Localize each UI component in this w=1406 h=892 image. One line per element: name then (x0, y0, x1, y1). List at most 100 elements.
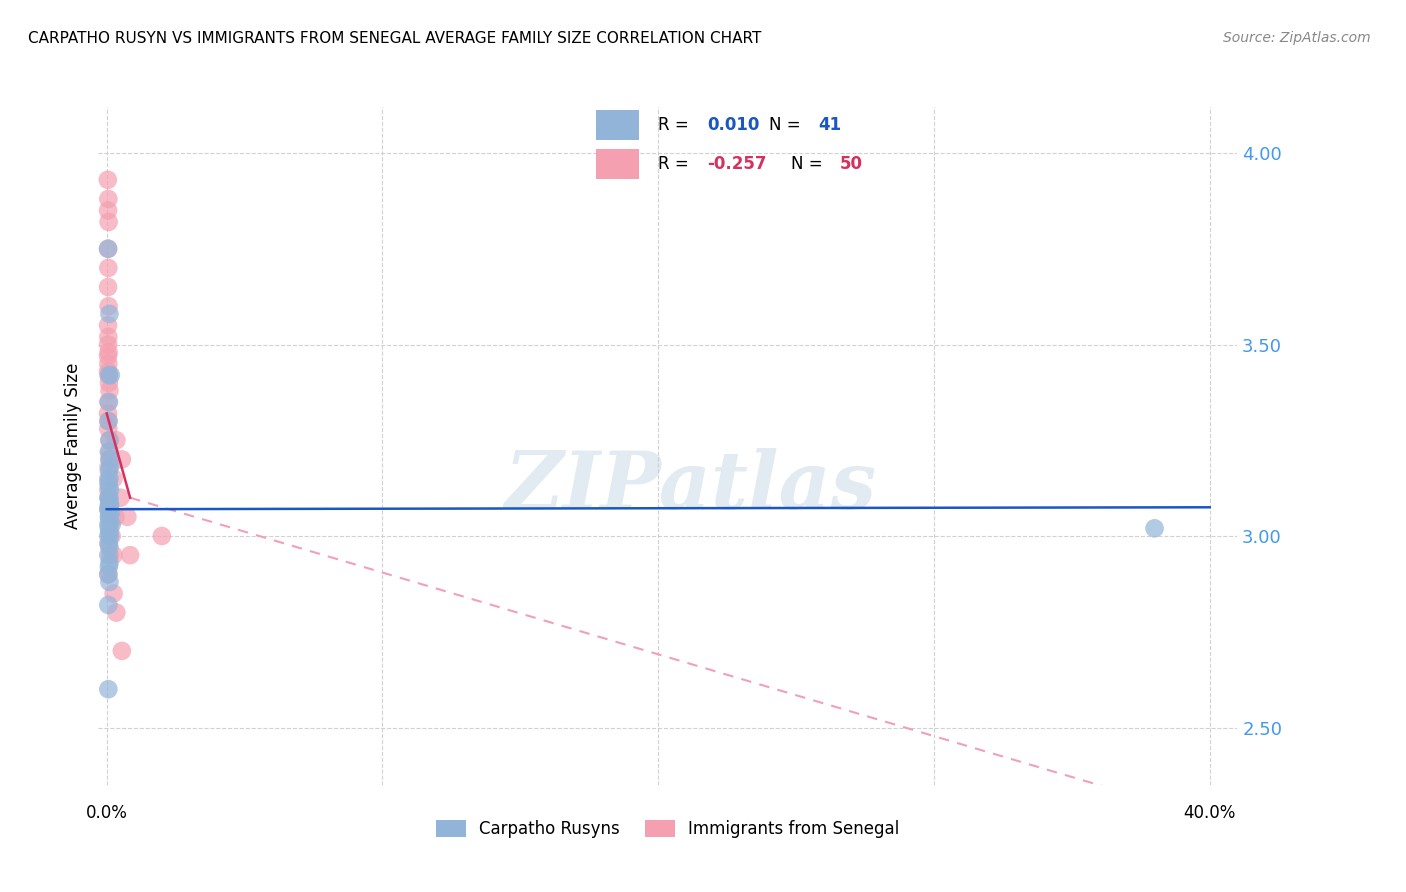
Point (97, 444, 120, 458)
Point (98, 499, 121, 513)
Text: N =: N = (769, 116, 800, 134)
Point (97, 491, 120, 505)
Point (97, 502, 120, 516)
Point (98, 452, 121, 467)
Point (97, 502, 120, 516)
Point (97, 422, 120, 436)
Point (97, 559, 120, 574)
Point (98, 548, 121, 562)
Point (97, 364, 120, 378)
Point (104, 509, 127, 524)
Point (97, 509, 120, 524)
Point (98, 434, 121, 448)
Point (97, 682, 120, 697)
Point (97, 215, 120, 229)
Point (97, 536, 120, 550)
Point (100, 506, 122, 520)
Point (98, 517, 121, 532)
Point (98, 307, 121, 321)
Point (120, 548, 142, 562)
FancyBboxPatch shape (596, 111, 640, 140)
Text: Source: ZipAtlas.com: Source: ZipAtlas.com (1223, 31, 1371, 45)
Text: -0.257: -0.257 (707, 155, 766, 173)
Point (1143, 521, 1166, 535)
Point (98, 471, 121, 485)
Point (97, 479, 120, 493)
Legend: Carpatho Rusyns, Immigrants from Senegal: Carpatho Rusyns, Immigrants from Senegal (429, 813, 907, 845)
Point (100, 452, 122, 467)
Point (97, 460, 120, 475)
Point (103, 548, 125, 562)
Point (97, 318, 120, 333)
Point (97, 414, 120, 428)
Point (98, 434, 121, 448)
Point (97, 260, 120, 275)
FancyBboxPatch shape (596, 149, 640, 178)
Point (103, 471, 125, 485)
Point (97, 499, 120, 513)
Point (100, 368, 122, 383)
Point (97, 192, 120, 206)
Point (97, 414, 120, 428)
Text: R =: R = (658, 116, 689, 134)
Point (97, 368, 120, 383)
Point (97, 407, 120, 421)
Point (97, 368, 120, 383)
Text: R =: R = (658, 155, 689, 173)
Point (97, 491, 120, 505)
Point (97, 330, 120, 344)
Text: 0.010: 0.010 (707, 116, 759, 134)
Point (98, 525, 121, 540)
Point (97, 203, 120, 218)
Point (97, 242, 120, 256)
Text: 40.0%: 40.0% (1184, 804, 1236, 822)
Point (98, 384, 121, 398)
Point (97, 280, 120, 294)
Point (111, 452, 134, 467)
Point (98, 529, 121, 543)
Point (97, 598, 120, 612)
Point (97, 464, 120, 478)
Text: ZIPatlas: ZIPatlas (505, 448, 877, 525)
Text: 41: 41 (818, 116, 842, 134)
Point (150, 529, 173, 543)
Point (98, 460, 121, 475)
Point (97, 395, 120, 409)
Point (97, 521, 120, 535)
Y-axis label: Average Family Size: Average Family Size (65, 363, 83, 529)
Point (98, 556, 121, 570)
Point (97, 536, 120, 550)
Point (105, 606, 128, 620)
Point (97, 349, 120, 363)
Point (98, 514, 121, 528)
Point (97, 517, 120, 532)
Point (98, 483, 121, 497)
Point (98, 506, 121, 520)
Point (117, 509, 139, 524)
Point (105, 434, 128, 448)
Point (97, 483, 120, 497)
Point (97, 567, 120, 582)
Point (98, 574, 121, 589)
Point (111, 644, 134, 658)
Point (98, 494, 121, 508)
Point (97, 173, 120, 187)
Point (97, 345, 120, 359)
Point (98, 509, 121, 524)
Text: 0.0%: 0.0% (86, 804, 128, 822)
Text: 50: 50 (841, 155, 863, 173)
Point (97, 567, 120, 582)
Point (98, 452, 121, 467)
Point (97, 471, 120, 485)
Point (100, 517, 122, 532)
Point (98, 491, 121, 505)
Point (98, 444, 121, 458)
Point (97, 337, 120, 351)
Point (98, 541, 121, 555)
Point (97, 548, 120, 562)
Point (97, 357, 120, 371)
Point (97, 299, 120, 313)
Point (100, 529, 122, 543)
Text: N =: N = (790, 155, 823, 173)
Point (97, 395, 120, 409)
